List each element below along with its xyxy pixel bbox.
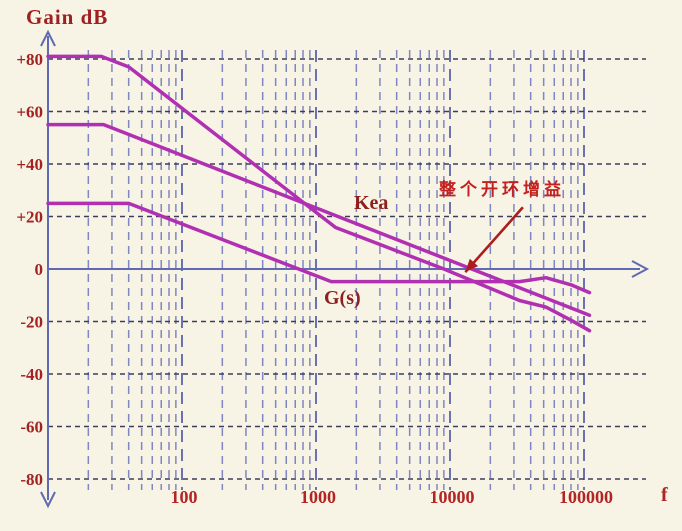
x-tick-label: 1000 — [300, 487, 336, 507]
x-tick-label: 100 — [171, 487, 198, 507]
y-tick-label: -20 — [20, 313, 43, 332]
x-tick-label: 100000 — [559, 487, 613, 507]
x-axis-arrowhead — [631, 260, 650, 278]
curve-Kea — [46, 122, 592, 317]
y-axis-arrowhead-bottom — [40, 491, 56, 509]
y-tick-label: -40 — [20, 365, 43, 384]
y-axis-arrowhead-top — [40, 29, 56, 47]
annotation-arrowhead — [465, 258, 478, 273]
curve-label-kea: Kea — [354, 192, 389, 214]
x-tick-label: 10000 — [430, 487, 475, 507]
chart-title: Gain dB — [26, 5, 109, 29]
annotation-open-loop-gain: 整个开环增益 — [439, 180, 565, 200]
curve-open-loop-gain — [46, 54, 592, 333]
y-tick-label: -60 — [20, 418, 43, 437]
y-tick-label: 0 — [35, 260, 44, 279]
annotation-arrow — [464, 206, 524, 273]
y-tick-label: +20 — [16, 208, 43, 227]
y-tick-label: +60 — [16, 103, 43, 122]
y-tick-label: +40 — [16, 155, 43, 174]
x-axis-label: f — [661, 484, 668, 506]
curve-Gs — [46, 201, 592, 295]
curve-label-gs: G(s) — [324, 287, 361, 309]
y-tick-label: +80 — [16, 50, 43, 69]
y-tick-label: -80 — [20, 470, 43, 489]
